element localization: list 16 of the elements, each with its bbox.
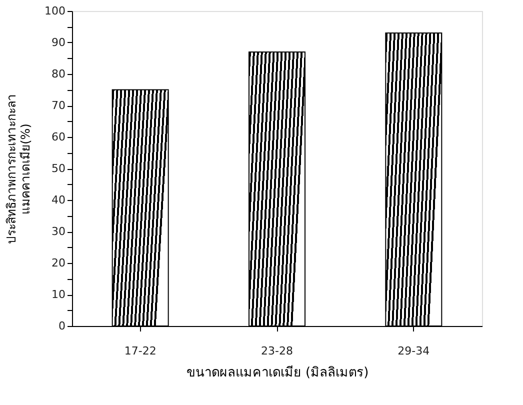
y-tick-label: 70 xyxy=(52,99,66,112)
x-axis-title: ขนาดผลแมคาเดเมีย (มิลลิเมตร) xyxy=(186,364,369,380)
y-tick-label: 10 xyxy=(52,288,66,301)
x-tick-label: 17-22 xyxy=(124,344,156,358)
y-tick-label: 0 xyxy=(58,320,66,332)
y-tick-label: 100 xyxy=(44,4,66,18)
y-tick-label: 50 xyxy=(52,162,66,175)
y-tick-label: 90 xyxy=(52,36,66,49)
y-tick-label: 60 xyxy=(52,130,66,144)
x-tick-label: 23-28 xyxy=(261,344,293,358)
y-tick-label: 30 xyxy=(52,225,66,238)
y-axis-title: ประสิทธิภาพการกะเทาะกะลา แมคคาเดเมีย(%) xyxy=(4,94,33,244)
x-tick-label: 29-34 xyxy=(398,344,430,358)
y-tick-label: 40 xyxy=(52,194,66,206)
y-tick-label: 80 xyxy=(52,68,66,80)
y-tick-label: 20 xyxy=(52,256,66,270)
